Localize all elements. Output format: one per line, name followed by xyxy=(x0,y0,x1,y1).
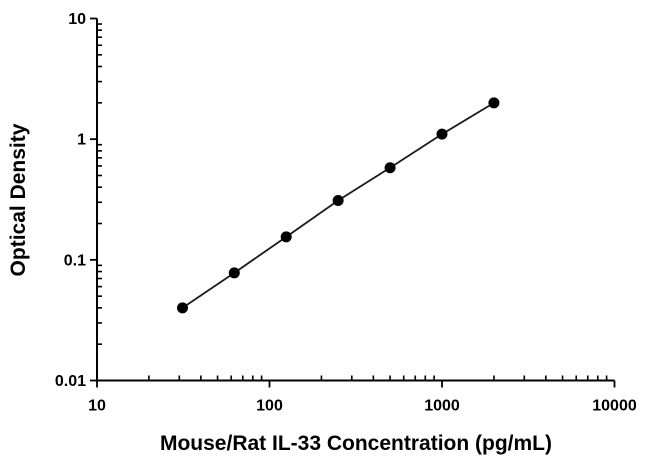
data-point xyxy=(228,267,240,279)
data-point xyxy=(436,128,448,140)
y-tick-label: 0.1 xyxy=(64,252,86,269)
axes-spines xyxy=(96,18,615,382)
x-tick-label: 100 xyxy=(256,398,283,415)
x-tick-label: 1000 xyxy=(424,398,460,415)
data-point xyxy=(176,302,188,314)
y-tick-label: 1 xyxy=(77,132,86,149)
y-tick-label: 10 xyxy=(68,11,86,28)
y-axis-title: Optical Density xyxy=(7,123,30,277)
y-tick-label: 0.01 xyxy=(55,373,86,390)
x-axis-title: Mouse/Rat IL-33 Concentration (pg/mL) xyxy=(159,432,552,455)
data-point xyxy=(488,97,500,109)
data-point xyxy=(384,162,396,174)
data-point xyxy=(280,231,292,243)
x-tick-label: 10000 xyxy=(592,398,637,415)
x-tick-label: 10 xyxy=(88,398,106,415)
data-point xyxy=(332,195,344,207)
